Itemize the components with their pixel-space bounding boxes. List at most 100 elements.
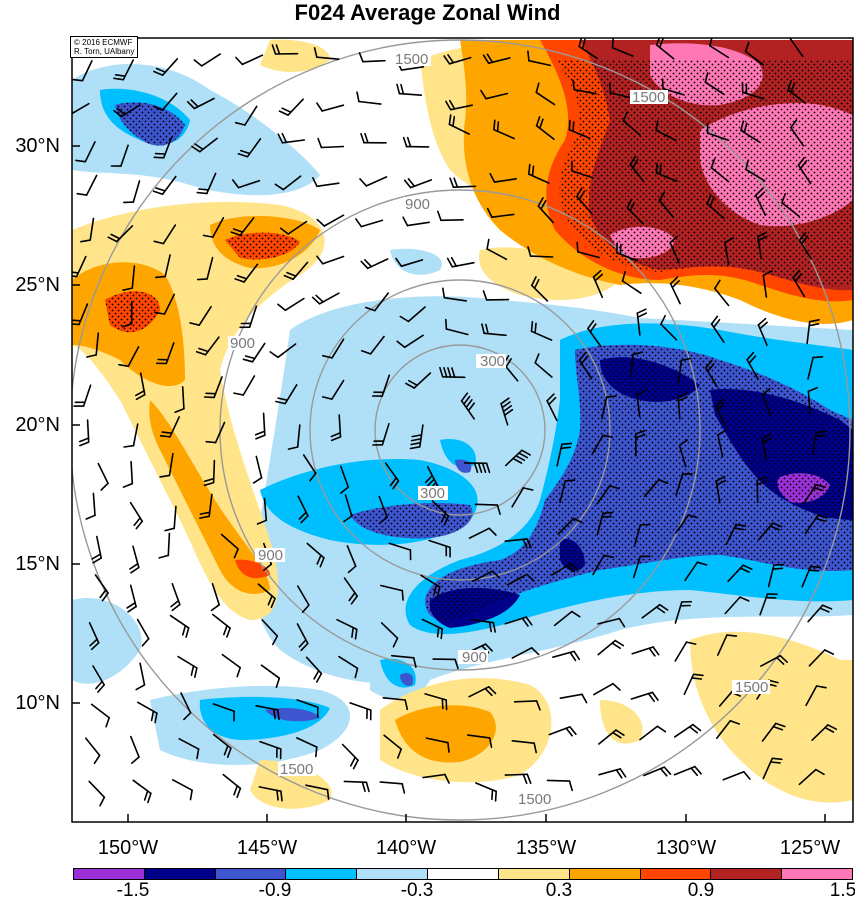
wind-barb-flag xyxy=(281,791,282,801)
wind-barb-flag xyxy=(620,245,621,254)
wind-barb-flag xyxy=(565,480,574,481)
wind-barb-flag xyxy=(498,122,499,131)
wind-barb-flag xyxy=(496,791,497,800)
wind-barb-flag xyxy=(492,790,493,800)
colorbar-label-2: -0.9 xyxy=(245,881,305,900)
ring-label-1500c: 1500 xyxy=(280,761,313,778)
wind-barb-flag xyxy=(617,243,618,253)
ring-label-1500d: 1500 xyxy=(518,791,551,808)
colorbar xyxy=(73,868,853,880)
colorbar-swatch-6 xyxy=(428,869,499,879)
wind-barb-flag xyxy=(561,447,570,448)
wind-barb-flag xyxy=(577,243,578,252)
wind-barb-flag xyxy=(70,324,80,325)
wind-barb-flag xyxy=(316,747,317,756)
wind-barb-flag xyxy=(694,674,703,675)
ring-label-900b: 900 xyxy=(230,335,255,352)
lat-label-25n: 25°N xyxy=(2,275,60,295)
wind-barb-shaft xyxy=(168,533,169,555)
wind-barb-flag xyxy=(448,743,449,752)
wind-barb-flag xyxy=(660,165,661,174)
wind-barb-flag xyxy=(529,165,530,175)
colorbar-swatch-5 xyxy=(357,869,428,879)
wind-barb-flag xyxy=(640,525,650,526)
colorbar-swatch-1 xyxy=(74,869,145,879)
lat-label-20n: 20°N xyxy=(2,415,60,435)
lat-label-10n: 10°N xyxy=(2,693,60,713)
wind-barb-shaft xyxy=(531,256,553,257)
wind-barb-flag xyxy=(206,442,215,443)
wind-barb-flag xyxy=(438,627,439,636)
wind-barb-flag xyxy=(402,591,403,601)
wind-barb-flag xyxy=(607,396,616,397)
lon-label-150w: 150°W xyxy=(83,838,173,858)
lat-label-15n: 15°N xyxy=(2,554,60,574)
wind-barb-flag xyxy=(532,322,533,332)
wind-barb-flag xyxy=(602,517,611,518)
wind-barb-flag xyxy=(772,758,782,759)
wind-barb-flag xyxy=(562,443,571,444)
colorbar-label-6: 1.5 xyxy=(813,881,855,900)
wind-barb-flag xyxy=(773,568,782,569)
wind-barb-flag xyxy=(73,80,82,81)
colorbar-label-1: -1.5 xyxy=(103,881,163,900)
wind-barb-flag xyxy=(162,432,172,433)
lon-label-130w: 130°W xyxy=(641,838,731,858)
colorbar-swatch-9 xyxy=(641,869,712,879)
wind-barb-flag xyxy=(328,790,329,799)
colorbar-label-3: -0.3 xyxy=(387,881,447,900)
wind-barb-flag xyxy=(692,678,701,679)
wind-barb-flag xyxy=(613,38,614,48)
ring-label-300b: 300 xyxy=(420,485,445,502)
ring-label-900d: 900 xyxy=(462,649,487,666)
wind-barb-flag xyxy=(199,189,209,190)
wind-barb-flag xyxy=(441,629,442,638)
lon-label-140w: 140°W xyxy=(361,838,451,858)
colorbar-swatch-4 xyxy=(286,869,357,879)
wind-barb-shaft xyxy=(548,780,570,781)
ring-label-900c: 900 xyxy=(258,547,283,564)
wind-barb-flag xyxy=(727,635,737,636)
wind-barb-flag xyxy=(603,513,612,514)
colorbar-label-5: 0.9 xyxy=(671,881,731,900)
colorbar-swatch-11 xyxy=(782,869,852,879)
credit-box: © 2016 ECMWF R. Torn, UAlbany xyxy=(70,36,138,58)
ring-label-900: 900 xyxy=(405,196,430,213)
wind-barb-flag xyxy=(657,164,658,173)
credit-line-2: R. Torn, UAlbany xyxy=(74,47,134,56)
ring-label-1500: 1500 xyxy=(395,51,428,68)
colorbar-swatch-10 xyxy=(711,869,782,879)
wind-barb-flag xyxy=(569,120,570,129)
wind-barb-flag xyxy=(535,323,536,333)
lon-label-145w: 145°W xyxy=(222,838,312,858)
wind-barb-flag xyxy=(771,762,780,763)
wind-barb-flag xyxy=(69,272,79,273)
colorbar-swatch-7 xyxy=(499,869,570,879)
wind-barb-shaft xyxy=(441,220,463,221)
wind-barb-flag xyxy=(446,320,447,329)
colorbar-swatch-2 xyxy=(145,869,216,879)
ring-label-300: 300 xyxy=(480,353,505,370)
colorbar-label-4: 0.3 xyxy=(529,881,589,900)
wind-barb-flag xyxy=(533,166,534,175)
ring-label-1500e: 1500 xyxy=(735,679,768,696)
wind-barb-flag xyxy=(790,31,796,39)
wind-barb-shaft xyxy=(321,147,343,148)
lon-label-125w: 125°W xyxy=(765,838,855,858)
wind-barb-flag xyxy=(811,567,821,568)
wind-barb-flag xyxy=(573,122,574,131)
wind-barb-shaft xyxy=(515,701,537,702)
map-title: F024 Average Zonal Wind xyxy=(0,0,855,26)
wind-barb-flag xyxy=(198,279,207,280)
wind-barb-flag xyxy=(197,193,207,194)
wind-barb-shaft xyxy=(475,504,497,505)
lat-label-30n: 30°N xyxy=(2,136,60,156)
wind-barb-flag xyxy=(528,51,529,61)
wind-barb-shaft xyxy=(363,61,385,62)
wind-barb-flag xyxy=(154,157,164,158)
wind-barb-flag xyxy=(774,565,784,566)
wind-barb-flag xyxy=(809,570,818,571)
ring-label-1500b: 1500 xyxy=(632,89,665,106)
wind-barb-flag xyxy=(813,357,822,358)
